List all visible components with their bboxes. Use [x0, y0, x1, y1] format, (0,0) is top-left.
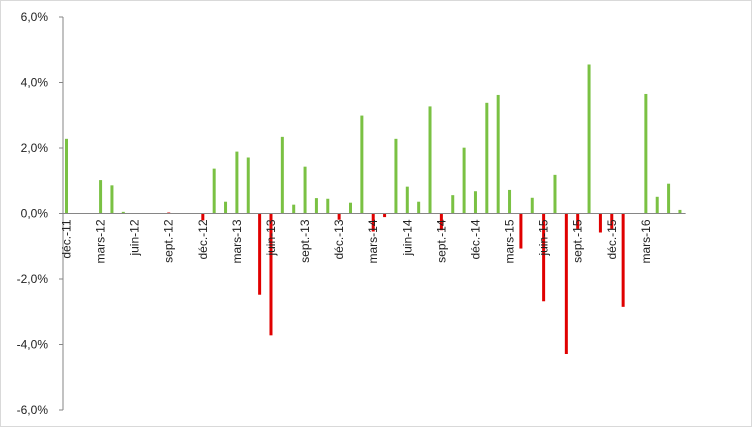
bar-positive-54 [678, 209, 682, 214]
bar-positive-5 [121, 211, 125, 214]
bar-positive-13 [212, 168, 216, 214]
bar-negative-48 [610, 213, 614, 229]
bar-positive-26 [360, 115, 364, 214]
bar-positive-30 [405, 186, 409, 214]
bar-negative-44 [564, 213, 568, 354]
bar-positive-43 [553, 174, 557, 214]
bar-negative-47 [598, 213, 602, 233]
bar-positive-22 [314, 198, 318, 214]
bar-negative-18 [269, 213, 273, 336]
bar-positive-37 [485, 102, 489, 214]
bar-positive-32 [428, 106, 432, 214]
bar-positive-52 [655, 196, 659, 214]
bar-negative-45 [576, 213, 580, 229]
bar-positive-3 [99, 180, 103, 214]
x-tick-label: sept.-12 [162, 219, 176, 263]
x-tick-label: déc.-15 [605, 219, 619, 259]
bar-positive-36 [473, 191, 477, 214]
x-tick-label: sept.-13 [298, 219, 312, 263]
bar-positive-4 [110, 185, 114, 214]
x-tick-label: mars-13 [230, 219, 244, 263]
bar-positive-51 [644, 93, 648, 214]
bar-negative-40 [519, 213, 523, 249]
bars-layer [65, 64, 682, 354]
x-tick-label: sept.-15 [571, 219, 585, 263]
x-tick-label: juin-15 [537, 219, 551, 256]
bar-positive-31 [417, 201, 421, 214]
x-tick-labels: déc.-11 mars-12 juin-12 sept.-12 déc.-12 mars… [60, 219, 653, 263]
bar-negative-12 [201, 213, 205, 221]
bar-positive-46 [587, 64, 591, 214]
bar-negative-49 [621, 213, 625, 307]
bar-negative-33 [439, 213, 443, 231]
x-tick-label: juin-14 [400, 219, 414, 256]
y-tick-label: 0,0% [21, 207, 49, 221]
bar-positive-0 [65, 138, 68, 214]
bar-positive-20 [292, 204, 296, 214]
bar-negative-42 [542, 213, 546, 302]
y-tick-label: -2,0% [17, 272, 49, 286]
x-tick-label: mars-12 [94, 219, 108, 263]
bar-negative-28 [383, 213, 387, 218]
x-tick-label: juin-13 [264, 219, 278, 256]
y-tick-label: 2,0% [21, 141, 49, 155]
y-tick-label: 4,0% [21, 76, 49, 90]
x-tick-label: sept.-14 [434, 219, 448, 263]
y-tick-label: -4,0% [17, 338, 49, 352]
bar-negative-27 [371, 213, 375, 232]
bar-negative-17 [258, 213, 262, 295]
bar-positive-23 [326, 198, 330, 214]
y-tick-label: -6,0% [17, 403, 49, 417]
bar-positive-14 [224, 201, 228, 214]
bar-positive-34 [451, 195, 455, 214]
x-tick-label: déc.-14 [468, 219, 482, 259]
x-tick-label: mars-16 [639, 219, 653, 263]
bar-positive-19 [280, 136, 284, 214]
bar-positive-16 [246, 157, 250, 214]
axes-layer [59, 16, 686, 411]
y-tick-label: 6,0% [21, 10, 49, 24]
x-tick-label: juin-12 [128, 219, 142, 256]
bar-positive-35 [462, 147, 466, 214]
bar-positive-38 [496, 94, 500, 214]
bar-positive-53 [667, 183, 671, 214]
y-tick-labels: 6,0% 4,0% 2,0% 0,0% -2,0% -4,0% -6,0% [17, 10, 49, 417]
x-tick-label: déc.-13 [332, 219, 346, 259]
bar-positive-15 [235, 151, 239, 214]
bar-positive-39 [508, 189, 512, 214]
bar-negative-24 [337, 213, 341, 220]
bar-positive-21 [303, 166, 307, 214]
x-tick-label: déc.-12 [196, 219, 210, 259]
bar-positive-25 [349, 202, 352, 214]
x-tick-label: déc.-11 [60, 219, 74, 258]
bar-positive-41 [530, 197, 534, 214]
x-tick-label: mars-14 [366, 219, 380, 263]
x-tick-label: mars-15 [503, 219, 517, 263]
bar-positive-29 [394, 138, 398, 214]
